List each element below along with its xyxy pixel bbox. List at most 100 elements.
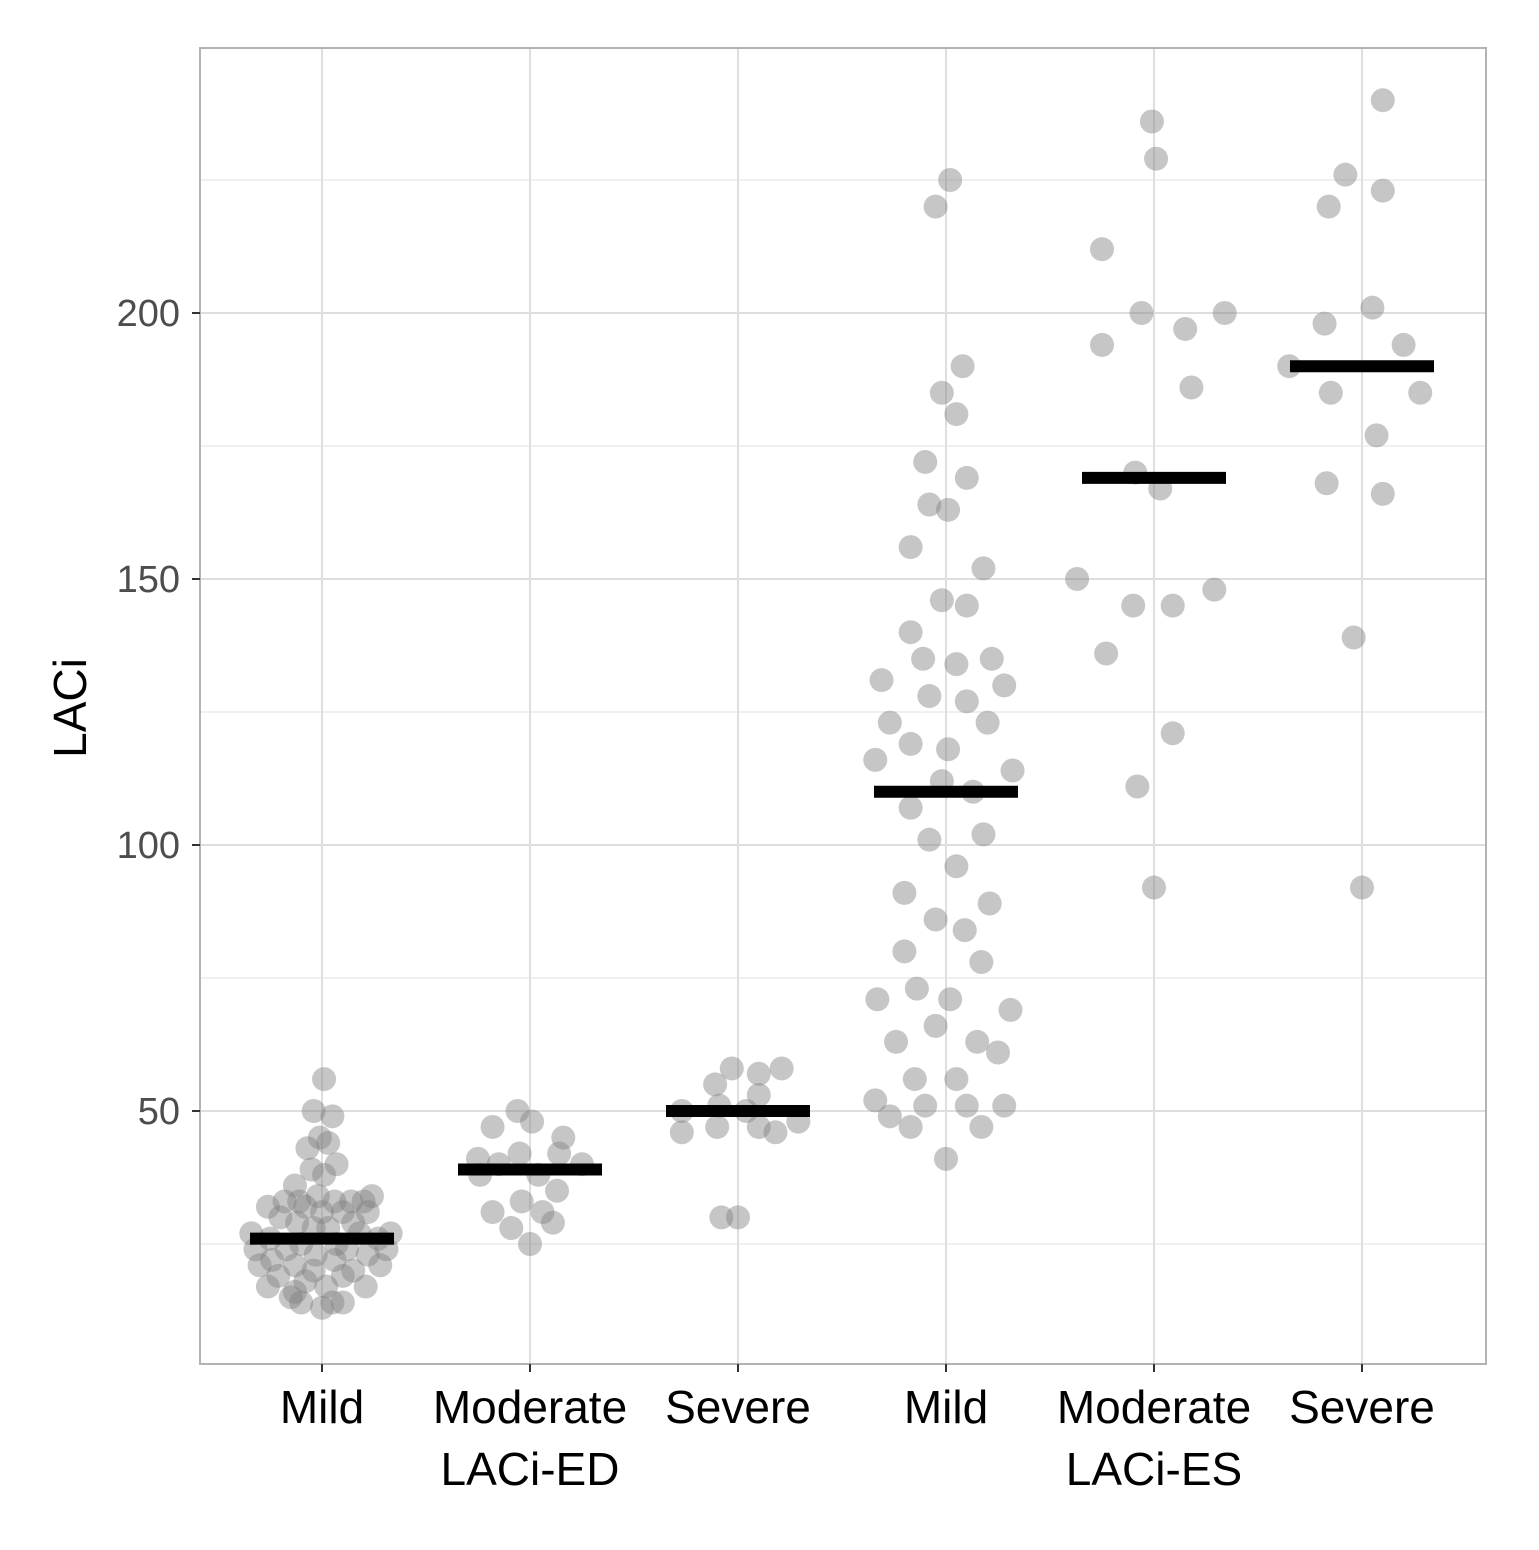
y-tick-label: 150 xyxy=(117,559,180,601)
data-point xyxy=(355,1242,380,1267)
y-tick-labels: 50 100 150 200 xyxy=(117,293,180,1133)
data-point xyxy=(1160,721,1185,746)
data-point xyxy=(954,593,979,618)
data-point xyxy=(954,465,979,490)
data-point xyxy=(351,1189,376,1214)
data-point xyxy=(1144,146,1169,171)
data-point xyxy=(936,497,961,522)
data-point xyxy=(938,168,963,192)
data-point xyxy=(902,1067,927,1092)
data-point xyxy=(266,1263,291,1288)
data-point xyxy=(520,1109,545,1134)
data-point xyxy=(480,1114,505,1139)
data-point xyxy=(247,1253,272,1278)
data-point xyxy=(547,1141,572,1166)
data-point xyxy=(316,1130,341,1155)
data-point xyxy=(884,1029,909,1054)
data-point xyxy=(341,1258,366,1283)
data-point xyxy=(1370,88,1395,113)
data-point xyxy=(1202,577,1227,602)
data-point xyxy=(289,1290,314,1315)
data-point xyxy=(869,668,894,693)
data-point xyxy=(977,891,1002,916)
x-tick-label: Mild xyxy=(280,1381,364,1433)
data-point xyxy=(863,747,888,772)
data-point xyxy=(507,1141,532,1166)
data-point xyxy=(314,1274,339,1299)
data-point xyxy=(324,1152,349,1177)
data-point xyxy=(1125,774,1150,799)
data-point xyxy=(518,1232,542,1256)
data-point xyxy=(746,1083,771,1108)
data-point xyxy=(936,737,961,762)
data-point xyxy=(709,1205,734,1230)
y-tick-label: 50 xyxy=(138,1091,180,1133)
data-point xyxy=(923,1013,948,1038)
x-tick-label: Severe xyxy=(1289,1381,1435,1433)
data-point xyxy=(892,939,917,964)
data-point xyxy=(865,987,890,1012)
data-point xyxy=(320,1104,345,1129)
data-point xyxy=(954,689,979,714)
data-point xyxy=(1350,875,1374,900)
data-point xyxy=(1142,875,1166,900)
data-point xyxy=(341,1210,366,1235)
data-point xyxy=(301,1258,326,1283)
data-point xyxy=(260,1247,285,1272)
data-point xyxy=(293,1269,318,1294)
data-point xyxy=(1364,423,1389,448)
data-point xyxy=(545,1178,570,1203)
data-point xyxy=(299,1157,324,1182)
data-point xyxy=(917,684,942,709)
data-point xyxy=(1129,301,1154,325)
data-point xyxy=(1360,295,1385,320)
data-point xyxy=(509,1189,534,1214)
group-label: LACi-ED xyxy=(441,1443,620,1495)
data-point xyxy=(975,710,1000,735)
data-point xyxy=(310,1200,334,1225)
data-point xyxy=(480,1200,505,1225)
data-point xyxy=(726,1205,750,1230)
x-tick-label: Severe xyxy=(665,1381,811,1433)
data-point xyxy=(1341,625,1366,650)
data-point xyxy=(877,710,902,735)
data-point xyxy=(287,1189,312,1214)
axis-ticks xyxy=(192,312,1363,1372)
data-point xyxy=(898,795,923,820)
data-point xyxy=(898,1114,923,1139)
grid-minor xyxy=(200,179,1486,1245)
data-point xyxy=(1370,178,1395,203)
data-point xyxy=(952,918,977,943)
data-point xyxy=(913,1093,938,1118)
data-point xyxy=(904,976,929,1001)
data-point xyxy=(969,1114,994,1139)
data-point xyxy=(1139,109,1164,134)
data-point xyxy=(301,1099,326,1123)
data-point xyxy=(1090,332,1114,357)
data-point xyxy=(303,1242,328,1267)
data-point xyxy=(1408,380,1433,405)
data-point xyxy=(944,854,969,879)
data-point xyxy=(499,1216,524,1241)
data-point xyxy=(944,1067,969,1092)
data-point xyxy=(913,449,938,474)
data-point xyxy=(530,1200,555,1225)
data-point xyxy=(669,1120,694,1145)
data-point xyxy=(746,1114,771,1139)
data-point xyxy=(969,950,994,975)
data-point xyxy=(293,1194,318,1219)
data-point xyxy=(944,402,969,427)
data-point xyxy=(272,1189,297,1214)
data-point xyxy=(1314,471,1339,496)
data-point xyxy=(330,1290,355,1315)
plot-border xyxy=(199,47,1487,1365)
y-tick-label: 200 xyxy=(117,293,180,335)
data-point xyxy=(992,1093,1017,1118)
data-point xyxy=(330,1200,355,1225)
data-point xyxy=(322,1247,347,1272)
plot-background xyxy=(200,48,1486,1364)
data-point xyxy=(938,987,963,1012)
data-point xyxy=(282,1173,307,1198)
data-point xyxy=(1094,641,1119,666)
data-point xyxy=(965,1029,990,1054)
